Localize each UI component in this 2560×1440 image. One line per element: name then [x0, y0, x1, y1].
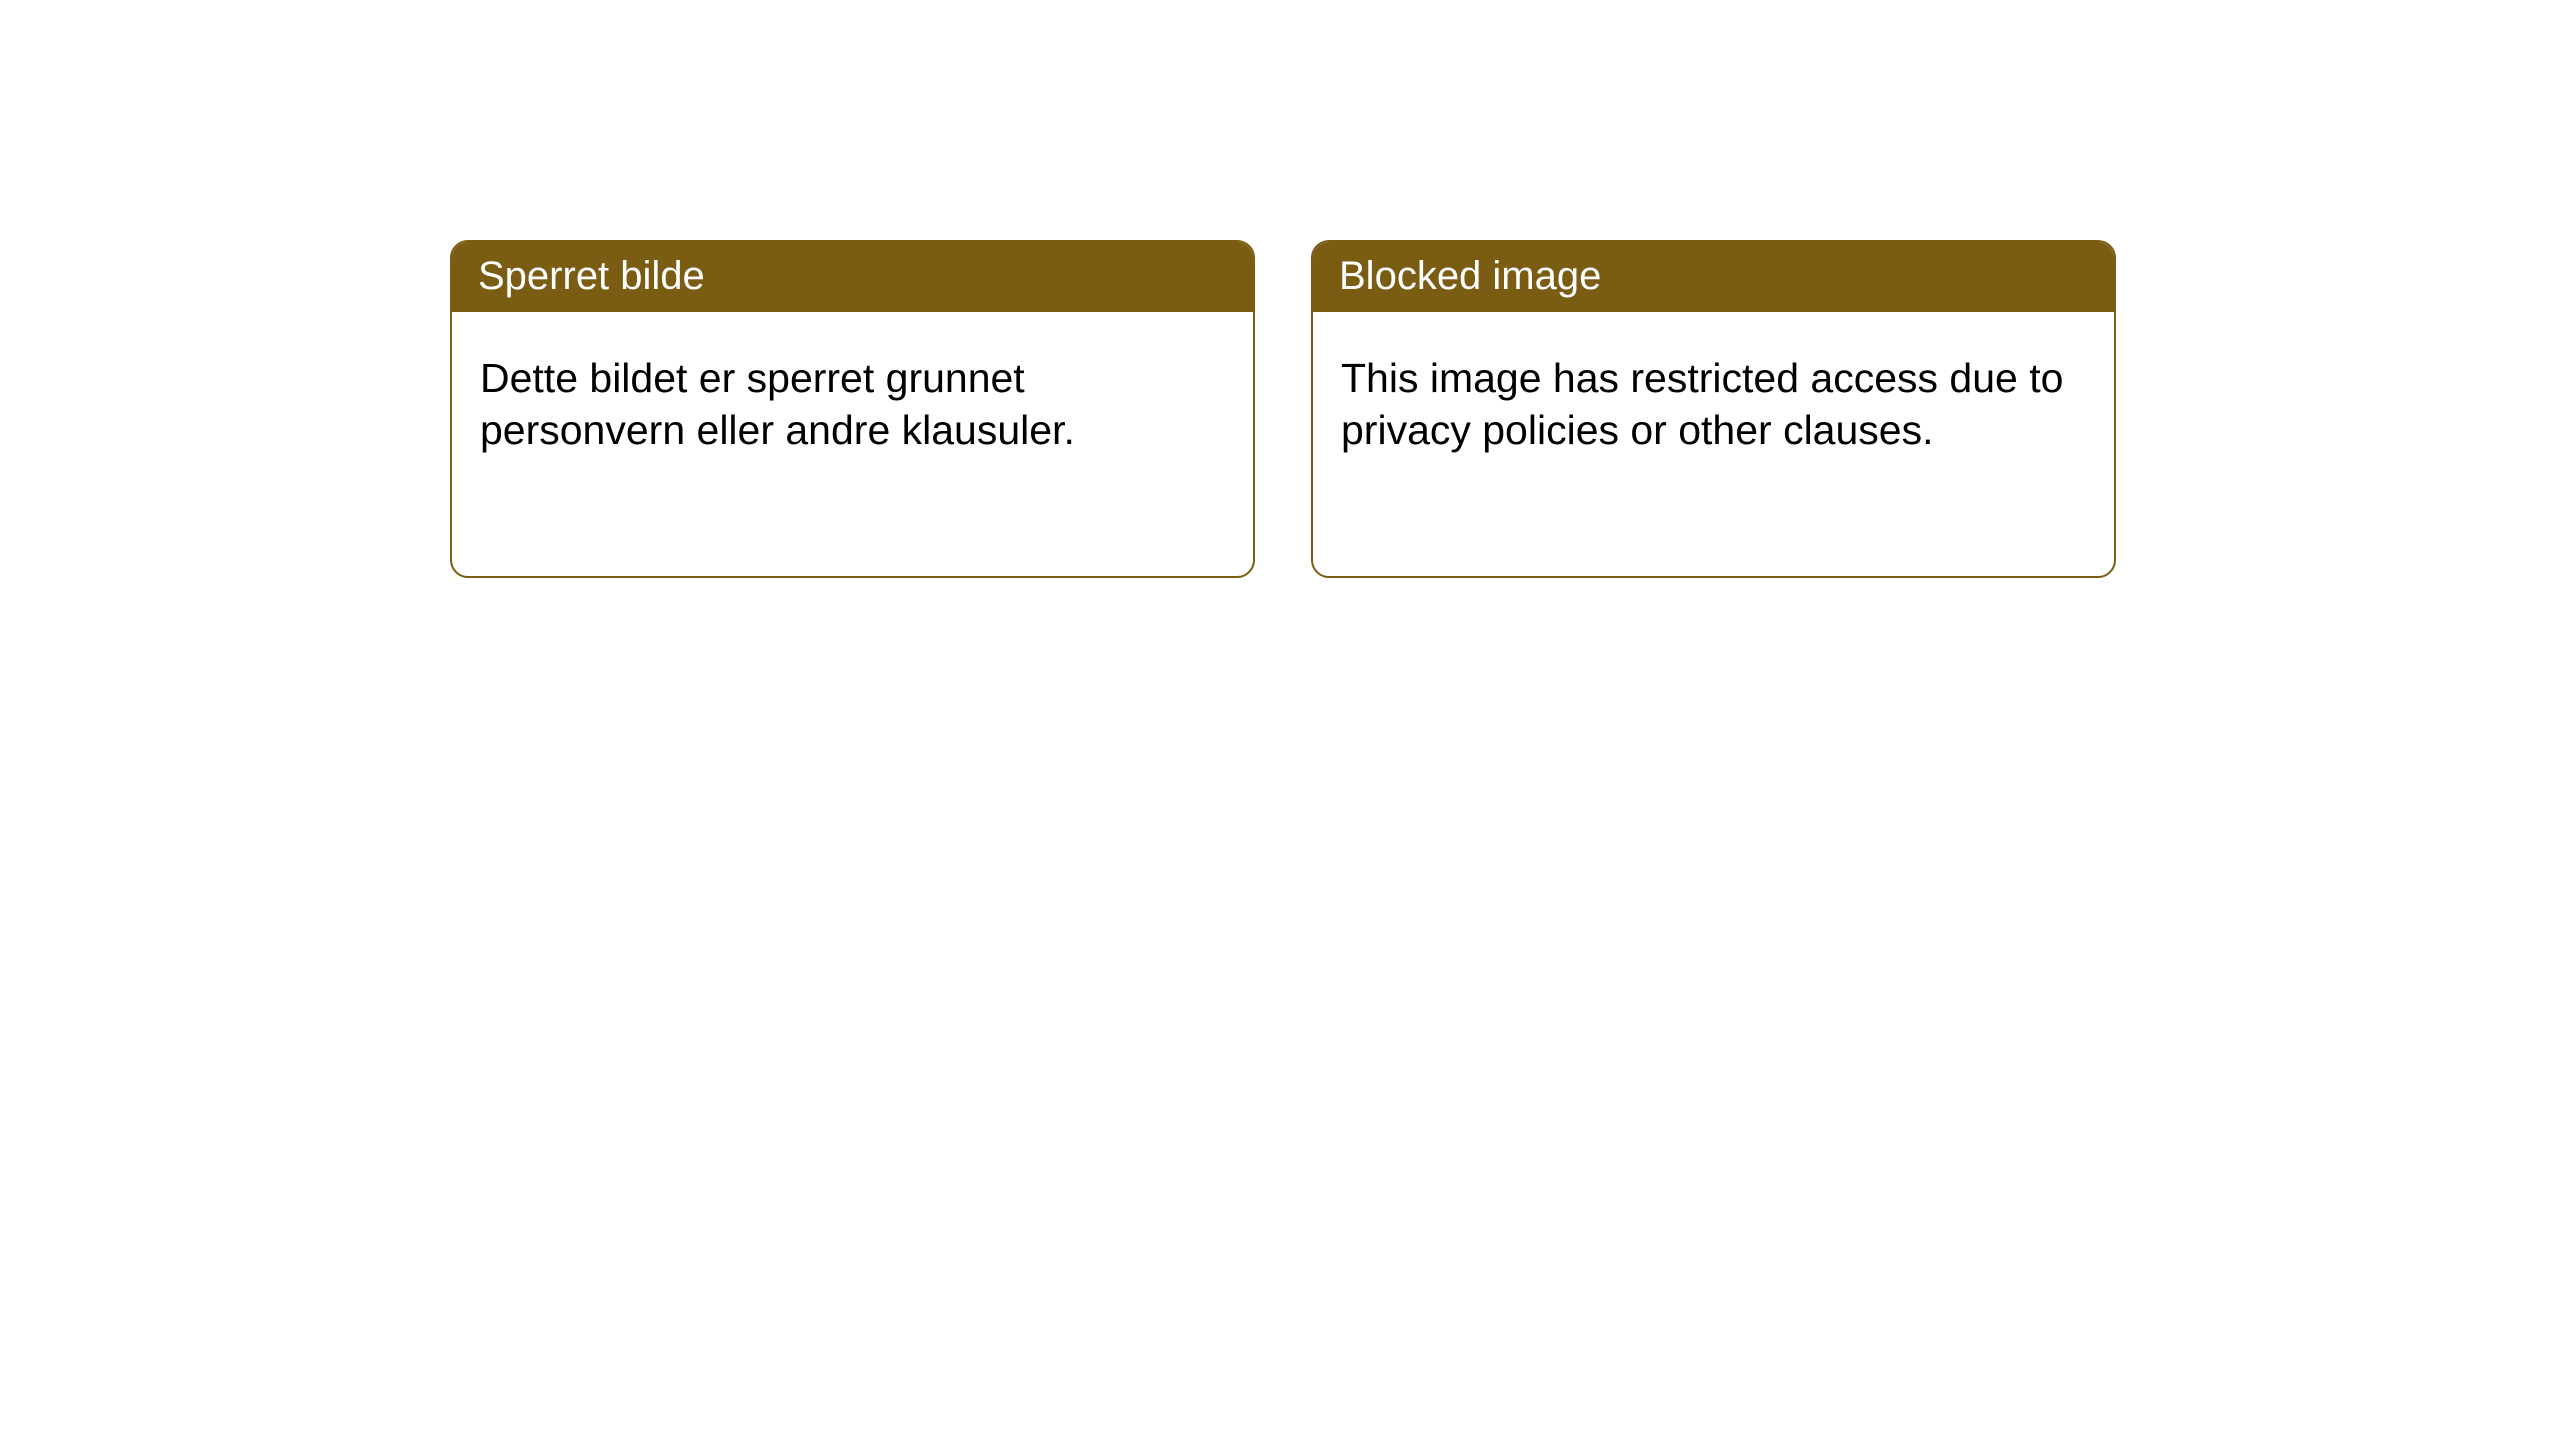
notice-card-no: Sperret bilde Dette bildet er sperret gr…: [450, 240, 1255, 578]
notice-card-en: Blocked image This image has restricted …: [1311, 240, 2116, 578]
notice-header-no: Sperret bilde: [452, 242, 1253, 312]
notice-container: Sperret bilde Dette bildet er sperret gr…: [0, 0, 2560, 578]
notice-body-en: This image has restricted access due to …: [1313, 312, 2114, 485]
notice-header-en: Blocked image: [1313, 242, 2114, 312]
notice-body-no: Dette bildet er sperret grunnet personve…: [452, 312, 1253, 485]
